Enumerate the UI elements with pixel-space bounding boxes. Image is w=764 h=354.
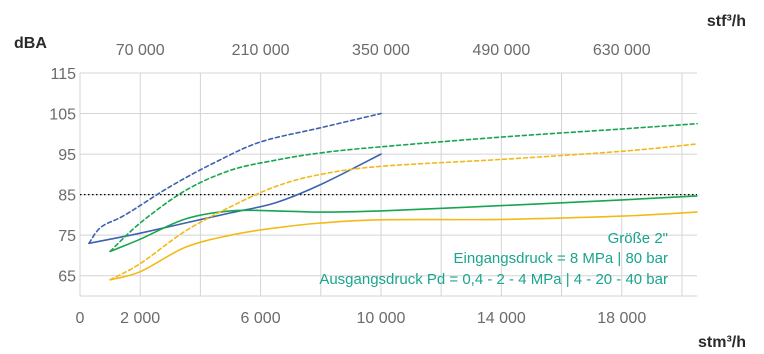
- series-line-6-solid: [109, 211, 698, 281]
- series-line-3-dashed: [109, 122, 698, 253]
- series-line-4-solid: [109, 195, 698, 253]
- y-tick-label: 85: [58, 188, 76, 205]
- x-bottom-axis-unit: stm³/h: [698, 334, 746, 351]
- x-top-tick-label: 490 000: [472, 42, 530, 59]
- x-bottom-tick-label: 2 000: [120, 310, 160, 327]
- x-top-tick-label: 210 000: [232, 42, 290, 59]
- series-layer: [88, 112, 698, 281]
- series-line-5-dashed: [109, 143, 698, 281]
- y-axis-unit: dBA: [14, 35, 47, 52]
- grid: [79, 72, 697, 297]
- x-top-tick-label: 350 000: [352, 42, 410, 59]
- x-bottom-tick-label: 14 000: [477, 310, 526, 327]
- x-bottom-tick-label: 18 000: [597, 310, 646, 327]
- annotation-inlet-pressure: Eingangsdruck = 8 MPa | 80 bar: [454, 250, 668, 267]
- x-bottom-tick-label: 0: [76, 310, 85, 327]
- tick-labels: 65 75 85 95 105 115 0 2 000 6 000 10 000 14 000 18 …: [49, 42, 650, 327]
- series-line-1-dashed: [88, 112, 382, 245]
- y-tick-label: 115: [50, 66, 76, 83]
- annotation-size: Größe 2": [608, 230, 668, 247]
- x-top-axis-unit: stf³/h: [707, 13, 746, 30]
- y-tick-label: 65: [58, 269, 76, 286]
- annotation-outlet-pressure: Ausgangsdruck Pd = 0,4 - 2 - 4 MPa | 4 -…: [319, 271, 668, 288]
- x-top-tick-label: 70 000: [116, 42, 165, 59]
- x-bottom-tick-label: 6 000: [241, 310, 281, 327]
- y-tick-label: 105: [49, 107, 76, 124]
- x-top-tick-label: 630 000: [593, 42, 651, 59]
- y-tick-label: 95: [58, 147, 76, 164]
- x-bottom-tick-label: 10 000: [357, 310, 406, 327]
- y-tick-label: 75: [58, 228, 76, 245]
